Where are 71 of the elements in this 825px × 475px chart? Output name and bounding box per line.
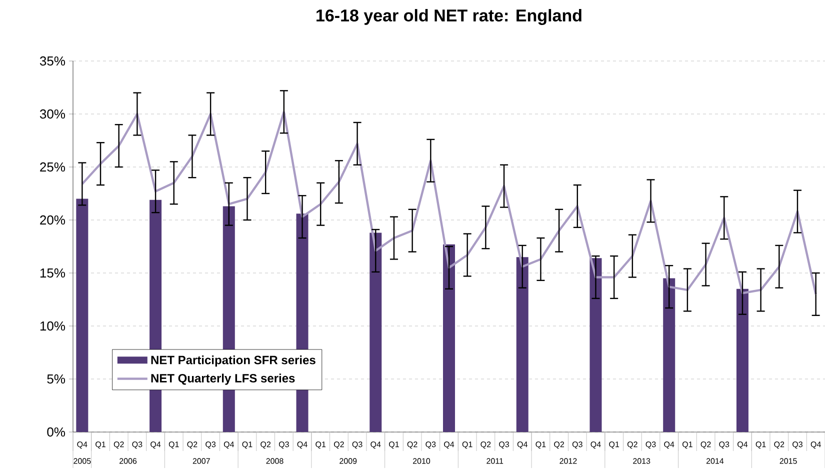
x-tick-label: Q1	[536, 442, 546, 449]
y-tick-label: 20%	[40, 215, 66, 225]
text: 2008	[266, 458, 284, 464]
bar	[370, 232, 382, 432]
x-tick-label: Q3	[572, 442, 582, 449]
x-tick-label: Q3	[278, 442, 289, 449]
x-tick-label: Q1	[609, 442, 620, 449]
chart-title: 16-18 year old NET rate: England	[316, 9, 582, 25]
bar	[663, 278, 676, 432]
x-tick-label: Q1	[462, 442, 472, 449]
x-tick-label: Q1	[316, 442, 326, 449]
x-tick-label: Q2	[334, 442, 344, 449]
x-tick-label: Q3	[499, 442, 510, 449]
x-tick-label: Q4	[224, 442, 234, 449]
x-tick-label: Q2	[700, 442, 711, 449]
x-tick-label: Q3	[426, 442, 436, 449]
x-tick-label: Q3	[132, 442, 142, 449]
x-tick-label: Q3	[646, 442, 656, 449]
x-tick-label: Q1	[682, 442, 692, 449]
text: 2009	[340, 458, 357, 464]
x-tick-label: Q4	[517, 442, 528, 449]
x-tick-label: Q1	[756, 442, 766, 449]
text: 2010	[413, 458, 430, 464]
x-tick-label: Q1	[389, 442, 399, 449]
text: 2015	[780, 458, 797, 464]
text: 2005	[74, 458, 91, 464]
x-tick-label: Q2	[407, 442, 418, 449]
x-tick-label: Q3	[719, 442, 730, 449]
bar	[736, 288, 748, 432]
x-tick-label: Q2	[554, 442, 564, 449]
y-tick-label: 0%	[47, 427, 66, 437]
x-tick-label: Q1	[242, 442, 252, 449]
legend-label: NET Participation SFR series	[151, 355, 316, 367]
x-tick-label: Q2	[260, 442, 271, 449]
bar	[516, 257, 528, 432]
x-tick-label: Q3	[206, 442, 216, 449]
bar	[590, 258, 602, 432]
y-tick-label: 30%	[40, 109, 66, 119]
x-tick-label: Q4	[738, 442, 748, 449]
x-tick-label: Q2	[627, 442, 638, 449]
x-tick-label: Q3	[352, 442, 362, 449]
y-tick-label: 15%	[40, 268, 66, 278]
text: 2007	[192, 458, 210, 464]
x-tick-label: Q4	[370, 442, 381, 449]
bar	[443, 244, 456, 432]
legend-label: NET Quarterly LFS series	[151, 374, 295, 385]
x-tick-label: Q4	[150, 442, 161, 449]
x-tick-label: Q2	[480, 442, 491, 449]
x-tick-label: Q4	[590, 442, 601, 449]
x-tick-label: Q4	[297, 442, 308, 449]
y-tick-label: 25%	[40, 162, 66, 172]
x-tick-label: Q1	[168, 442, 179, 449]
x-tick-label: Q2	[187, 442, 198, 449]
text: 2013	[633, 458, 650, 464]
line-series	[81, 110, 817, 296]
text: 2011	[486, 458, 504, 464]
y-tick-label: 35%	[40, 56, 66, 66]
y-tick-label: 10%	[40, 321, 66, 331]
x-tick-label: Q3	[792, 442, 802, 449]
x-tick-label: Q1	[96, 442, 106, 449]
x-tick-label: Q4	[444, 442, 454, 449]
text: 2012	[560, 458, 577, 464]
x-tick-label: Q2	[774, 442, 784, 449]
x-tick-label: Q4	[664, 442, 674, 449]
text: 2006	[120, 458, 137, 464]
y-tick-label: 5%	[47, 374, 66, 384]
text: 2014	[706, 458, 724, 464]
bar	[76, 198, 88, 432]
x-tick-label: Q2	[114, 442, 124, 449]
x-tick-label: Q4	[810, 442, 821, 449]
x-tick-label: Q4	[77, 442, 88, 449]
